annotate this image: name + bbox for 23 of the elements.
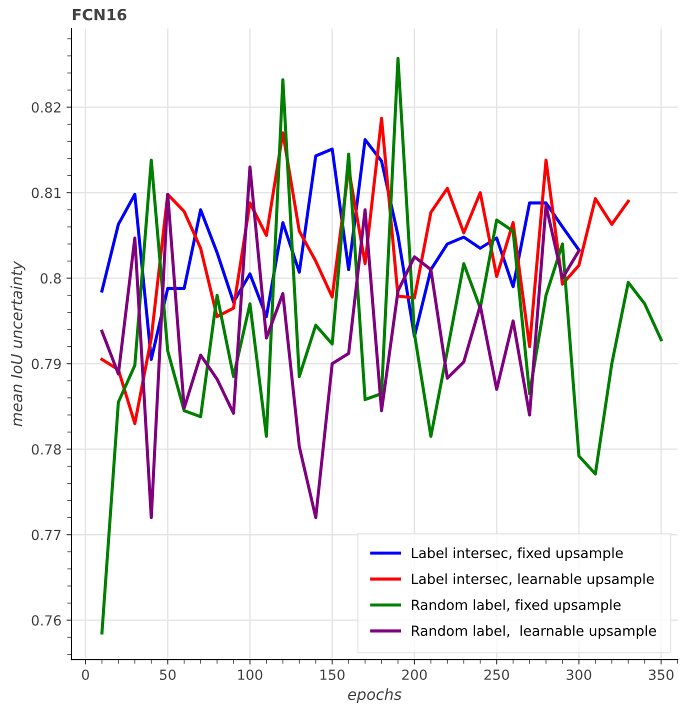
x-tick-label: 150 [320,669,345,680]
legend-label: Random label, learnable upsample [412,625,656,639]
x-tick-label: 100 [238,669,262,680]
y-tick-label: 0.78 [32,444,61,455]
x-tick-label: 250 [484,669,510,680]
y-tick-label: 0.8 [40,273,61,284]
x-axis-title: epochs [348,688,402,704]
x-tick-label: 0 [82,669,89,680]
legend-label: Random label, fixed upsample [412,599,621,613]
line-series [100,166,580,520]
y-tick-label: 0.77 [32,530,61,540]
y-tick-label: 0.76 [32,615,61,626]
x-tick-label: 200 [402,669,427,680]
y-tick-label: 0.81 [32,188,60,198]
y-tick-label: 0.79 [32,358,61,370]
chart-title: FCN16 [72,8,126,20]
x-tick-label: 350 [648,669,674,680]
legend-label: Label intersec, fixed upsample [412,547,623,561]
y-tick-label: 0.82 [32,102,60,113]
legend-label: Label intersec, learnable upsample [412,573,654,587]
y-axis-title: mean IoU uncertainty [10,260,26,426]
x-tick-label: 300 [566,669,592,680]
x-tick-label: 50 [160,669,176,680]
